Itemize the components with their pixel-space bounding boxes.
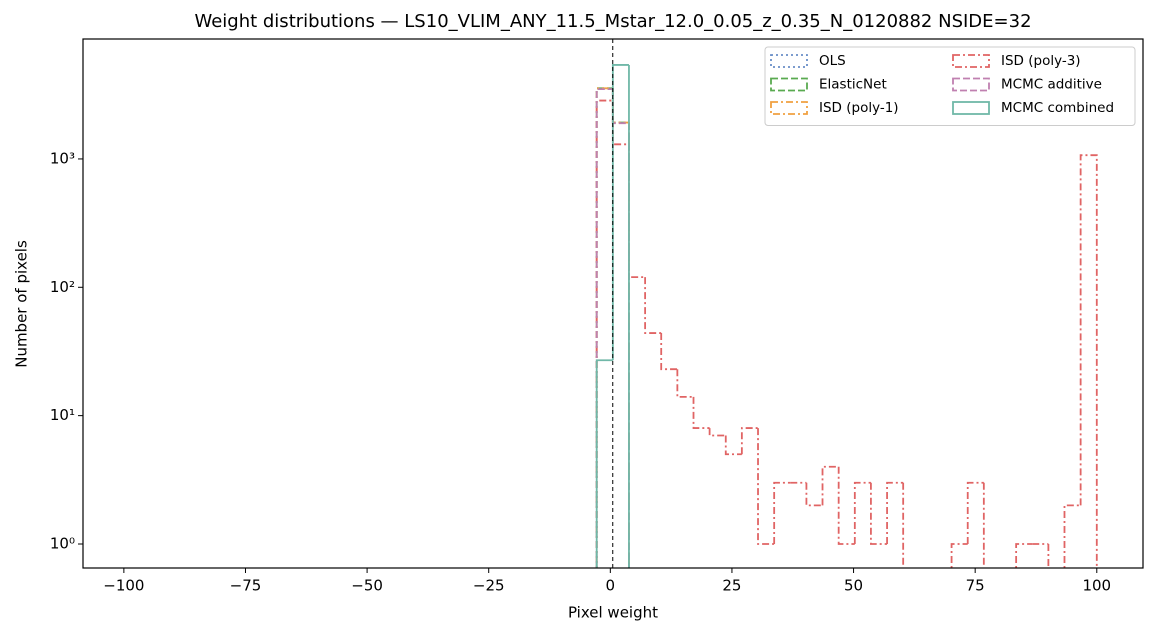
histogram-step <box>611 64 629 361</box>
y-tick-label: 10⁰ <box>50 534 75 552</box>
legend-label: OLS <box>819 53 846 69</box>
histogram-step <box>757 428 775 545</box>
histogram-step <box>644 277 662 334</box>
histogram-step <box>1079 154 1098 568</box>
histogram-step <box>805 482 823 507</box>
chart-title: Weight distributions — LS10_VLIM_ANY_11.… <box>194 11 1031 32</box>
legend-label: ISD (poly-3) <box>1001 53 1081 69</box>
legend-swatch <box>770 54 808 68</box>
x-tick-label: −25 <box>473 577 505 595</box>
histogram-step <box>692 396 710 429</box>
plot-frame <box>82 38 1144 569</box>
x-tick-label: −100 <box>103 577 144 595</box>
histogram-step <box>724 435 742 456</box>
y-tick-label: 10² <box>50 278 75 296</box>
histogram-step <box>886 481 904 544</box>
histogram-step <box>595 359 613 568</box>
x-axis-label: Pixel weight <box>568 604 658 622</box>
legend-swatch <box>770 77 808 92</box>
x-tick-label: 50 <box>844 577 863 595</box>
histogram-step <box>1047 543 1050 568</box>
histogram-step <box>853 481 871 544</box>
histogram-step <box>982 482 985 568</box>
histogram-step <box>870 482 888 545</box>
histogram-step <box>837 466 855 545</box>
plot-area <box>595 39 1098 568</box>
legend-label: ElasticNet <box>819 77 887 93</box>
x-tick-label: 100 <box>1082 577 1111 595</box>
histogram-step <box>966 481 984 544</box>
legend-swatch <box>952 77 990 92</box>
legend-swatch <box>952 54 990 68</box>
y-tick-label: 10³ <box>50 149 75 167</box>
y-axis-label: Number of pixels <box>13 240 31 368</box>
legend-label: MCMC additive <box>1001 77 1102 93</box>
histogram-step <box>595 87 613 568</box>
histogram-step <box>1015 543 1033 568</box>
x-tick-label: −75 <box>230 577 262 595</box>
legend-label: ISD (poly-1) <box>819 100 899 116</box>
x-tick-label: 25 <box>722 577 741 595</box>
legend-swatch <box>770 101 808 115</box>
y-tick-label: 10¹ <box>50 406 75 424</box>
histogram-step <box>740 427 759 455</box>
legend-swatch <box>952 101 990 115</box>
histogram-step <box>902 482 905 568</box>
histogram-step <box>821 465 839 506</box>
legend-box <box>764 46 1136 126</box>
histogram-step <box>628 64 630 568</box>
histogram-step <box>708 428 726 437</box>
x-tick-label: 0 <box>606 577 616 595</box>
x-tick-label: −50 <box>351 577 383 595</box>
x-tick-label: 75 <box>966 577 985 595</box>
histogram-step <box>950 543 968 568</box>
histogram-step <box>773 481 791 544</box>
histogram-step <box>660 333 678 371</box>
legend-label: MCMC combined <box>1001 100 1114 116</box>
